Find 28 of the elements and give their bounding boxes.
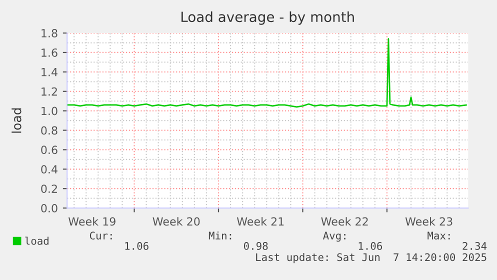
y-tick-label: 0.6: [41, 146, 58, 154]
x-tick-label: Week 23: [405, 217, 452, 226]
text: Cur:: [90, 232, 112, 240]
y-tick-label: 1.6: [42, 48, 58, 57]
text: 1.06: [125, 242, 148, 250]
y-axis-title: load: [12, 108, 22, 133]
x-tick-label: Week 21: [236, 217, 284, 226]
y-tick-label: 0.2: [41, 184, 57, 193]
text: 0.98: [244, 242, 268, 250]
y-tick-label: 0.0: [41, 204, 58, 212]
y-tick-label: 0.8: [41, 126, 58, 135]
x-tick-label: Week 19: [68, 217, 116, 226]
text: Last update: Sat Jun 7 14:20:00 2025: [256, 253, 486, 264]
line-series: [67, 38, 467, 108]
text: Avg:: [323, 232, 346, 242]
text: Max:: [428, 232, 450, 240]
y-tick-label: 1.0: [42, 106, 58, 116]
chart-title: Load average - by month: [182, 11, 354, 25]
text: Min:: [208, 231, 232, 240]
legend-label: load: [25, 236, 48, 245]
text: 2.34: [462, 242, 487, 250]
text: 1.06: [358, 242, 382, 250]
y-tick-label: 1.8: [42, 29, 58, 38]
y-tick-label: 1.4: [42, 68, 58, 76]
x-tick-label: Week 22: [321, 217, 368, 226]
x-tick-label: Week 20: [152, 217, 200, 226]
y-tick-label: 1.2: [42, 87, 57, 96]
y-tick-label: 0.4: [41, 165, 58, 174]
